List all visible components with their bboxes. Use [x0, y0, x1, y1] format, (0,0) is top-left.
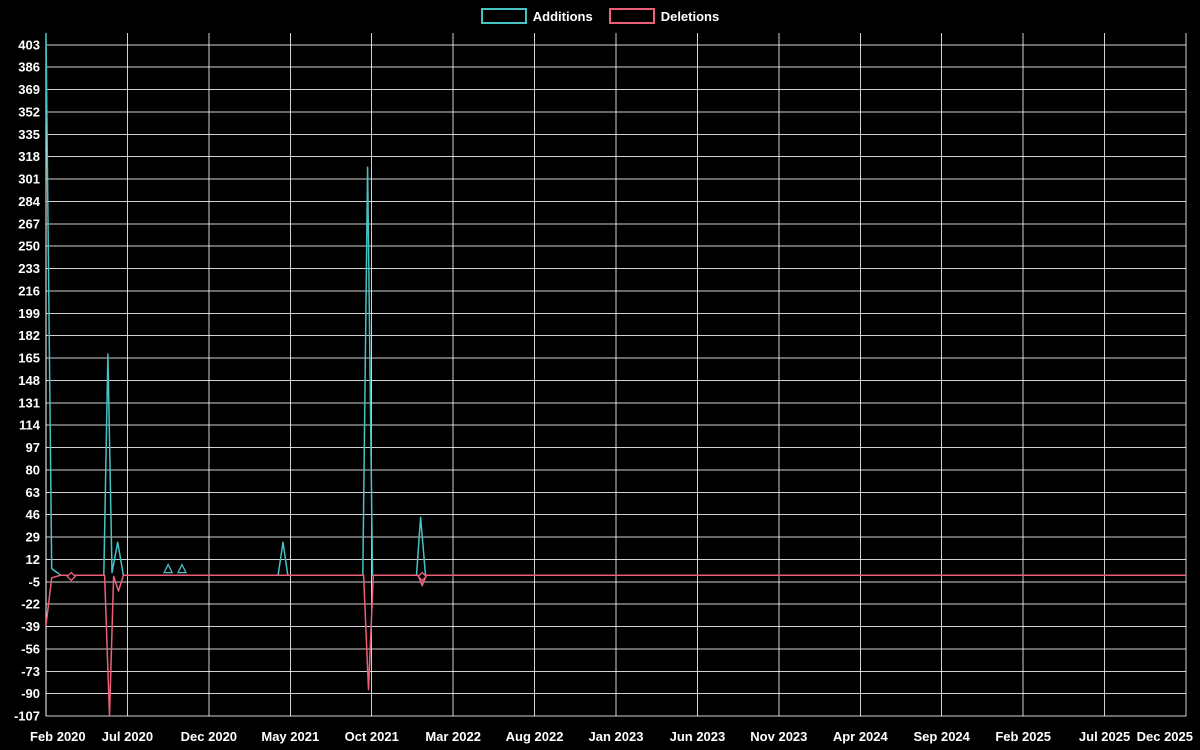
- x-tick-label: Feb 2025: [995, 729, 1051, 744]
- y-tick-label: 97: [26, 440, 40, 455]
- y-tick-label: 369: [18, 82, 40, 97]
- legend-label-additions: Additions: [532, 8, 593, 24]
- y-tick-label: 352: [18, 104, 40, 119]
- y-tick-label: 114: [19, 418, 41, 433]
- y-tick-label: 403: [18, 37, 40, 52]
- x-tick-label: Oct 2021: [345, 729, 399, 744]
- legend-swatch-deletions-icon: [608, 8, 655, 24]
- x-tick-label: Aug 2022: [506, 729, 564, 744]
- y-tick-label: -39: [21, 619, 40, 634]
- additions-triangle-marker-icon: [163, 563, 174, 574]
- additions-triangle-marker-icon: [176, 563, 188, 574]
- series-line-deletions: [46, 574, 1186, 716]
- y-tick-label: -107: [14, 709, 40, 724]
- y-tick-label: 216: [18, 283, 40, 298]
- y-tick-label: 29: [26, 530, 40, 545]
- y-tick-label: -73: [21, 664, 40, 679]
- x-tick-label: Dec 2020: [181, 729, 237, 744]
- y-tick-label: -22: [21, 597, 40, 612]
- x-tick-label: Jun 2023: [670, 729, 726, 744]
- y-tick-label: 233: [18, 261, 40, 276]
- y-tick-label: 63: [26, 485, 40, 500]
- y-tick-label: -90: [21, 686, 40, 701]
- x-tick-label: Dec 2025: [1137, 729, 1193, 744]
- deletions-diamond-marker-icon: [417, 571, 428, 582]
- x-tick-label: Jul 2025: [1079, 729, 1130, 744]
- y-tick-label: 335: [18, 127, 40, 142]
- y-tick-label: 131: [18, 395, 40, 410]
- x-tick-label: Nov 2023: [750, 729, 807, 744]
- legend-swatch-additions-icon: [480, 8, 527, 24]
- y-tick-label: 284: [18, 194, 40, 209]
- y-tick-label: 267: [18, 216, 40, 231]
- legend-label-deletions: Deletions: [660, 8, 720, 24]
- legend-item-deletions[interactable]: Deletions: [608, 8, 720, 24]
- y-tick-label: -56: [21, 641, 40, 656]
- y-tick-label: 386: [18, 60, 40, 75]
- y-tick-label: 80: [26, 462, 40, 477]
- x-tick-label: Mar 2022: [425, 729, 481, 744]
- y-tick-label: 199: [18, 306, 40, 321]
- y-tick-label: 148: [18, 373, 40, 388]
- y-tick-label: 165: [18, 351, 40, 366]
- y-tick-label: 46: [26, 507, 40, 522]
- x-tick-label: Apr 2024: [833, 729, 889, 744]
- y-tick-label: 12: [26, 552, 40, 567]
- chart-legend: Additions Deletions: [0, 8, 1200, 24]
- y-tick-label: 182: [18, 328, 40, 343]
- x-tick-label: Jan 2023: [589, 729, 644, 744]
- y-tick-label: 250: [18, 239, 40, 254]
- y-tick-label: -5: [28, 574, 40, 589]
- y-tick-label: 301: [18, 172, 40, 187]
- x-tick-label: Sep 2024: [914, 729, 971, 744]
- x-tick-label: Jul 2020: [102, 729, 153, 744]
- legend-item-additions[interactable]: Additions: [480, 8, 593, 24]
- deletions-diamond-marker-icon: [66, 571, 77, 582]
- x-tick-label: May 2021: [261, 729, 319, 744]
- x-tick-label: Feb 2020: [30, 729, 86, 744]
- y-tick-label: 318: [18, 149, 40, 164]
